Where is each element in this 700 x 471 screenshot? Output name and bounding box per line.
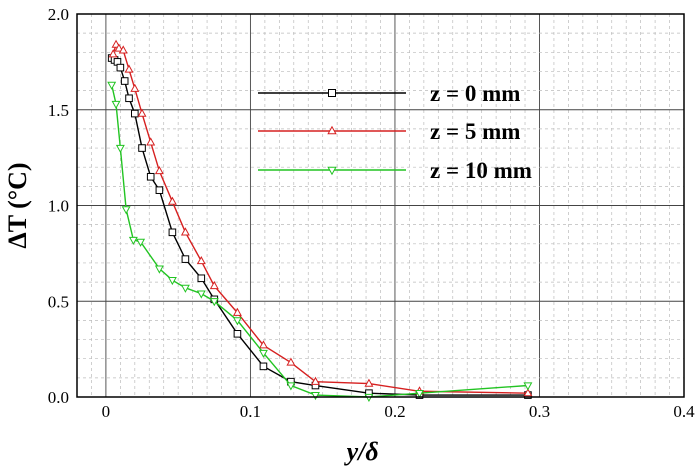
data-point [259, 362, 268, 371]
data-point [136, 238, 146, 247]
legend-label: z = 5 mm [430, 119, 520, 144]
data-point [121, 206, 131, 215]
data-point [209, 280, 219, 290]
data-point [327, 166, 337, 176]
y-tick-label: 0.5 [48, 292, 69, 311]
x-tick-label: 0.2 [384, 402, 405, 421]
data-point [125, 94, 133, 103]
data-point [128, 236, 138, 245]
data-point [114, 43, 124, 52]
y-tick-label: 1.5 [48, 101, 69, 120]
data-point [286, 357, 296, 366]
data-point [111, 100, 121, 110]
data-point [196, 256, 206, 265]
data-point [146, 172, 155, 181]
series-line [111, 57, 528, 396]
data-point [154, 265, 164, 274]
data-point [130, 83, 140, 92]
data-point [118, 45, 128, 54]
y-axis-label: ΔT (°C) [3, 162, 32, 248]
data-point [154, 166, 164, 175]
y-tick-label: 1.0 [48, 197, 69, 216]
x-tick-label: 0.1 [240, 402, 261, 421]
legend-label: z = 10 mm [430, 158, 532, 183]
data-point [181, 255, 190, 263]
x-tick-label: 0.3 [529, 402, 550, 421]
grid [76, 13, 685, 398]
data-point [196, 290, 206, 299]
series-0 [107, 54, 532, 399]
data-point [233, 330, 242, 338]
legend-item: z = 5 mm [258, 119, 520, 144]
data-point [180, 227, 190, 236]
data-point [115, 144, 125, 154]
data-point [124, 64, 134, 73]
data-point [258, 349, 268, 358]
x-axis-label: y/δ [344, 437, 379, 466]
data-point [167, 277, 177, 286]
data-point [197, 274, 206, 283]
x-tick-label: 0 [102, 402, 111, 421]
series-1 [108, 39, 533, 397]
data-point [232, 317, 242, 326]
legend: z = 0 mm z = 5 mm z = 10 mm [258, 81, 532, 183]
data-point [108, 49, 118, 58]
data-point [168, 228, 177, 237]
data-point [155, 186, 164, 194]
data-point [209, 298, 219, 307]
data-point [310, 391, 320, 401]
data-point [310, 376, 320, 385]
data-point [286, 382, 296, 391]
data-point [131, 109, 139, 118]
data-point [523, 382, 533, 391]
data-point [258, 340, 268, 349]
legend-item: z = 10 mm [258, 158, 532, 183]
tick-labels: 0 0.1 0.2 0.3 0.4 0.0 0.5 1.0 1.5 2.0 [48, 5, 695, 421]
data-point [523, 388, 533, 397]
legend-item: z = 0 mm [258, 81, 520, 106]
data-point [120, 77, 129, 85]
legend-label: z = 0 mm [430, 81, 520, 106]
y-tick-label: 0.0 [48, 388, 69, 407]
plot-frame [76, 13, 685, 398]
data-point [138, 144, 146, 152]
data-point [167, 196, 177, 205]
data-point [107, 81, 117, 90]
data-point [180, 284, 190, 293]
x-tick-label: 0.4 [673, 402, 695, 421]
data-point [232, 307, 242, 316]
data-point [327, 125, 337, 135]
data-point [364, 378, 374, 387]
data-point [116, 63, 125, 72]
data-point [137, 108, 147, 117]
series-line [112, 43, 528, 394]
data-point [328, 89, 336, 97]
data-point [146, 137, 156, 146]
series-line [111, 84, 528, 398]
y-tick-label: 2.0 [48, 5, 69, 24]
data-point [415, 390, 424, 399]
